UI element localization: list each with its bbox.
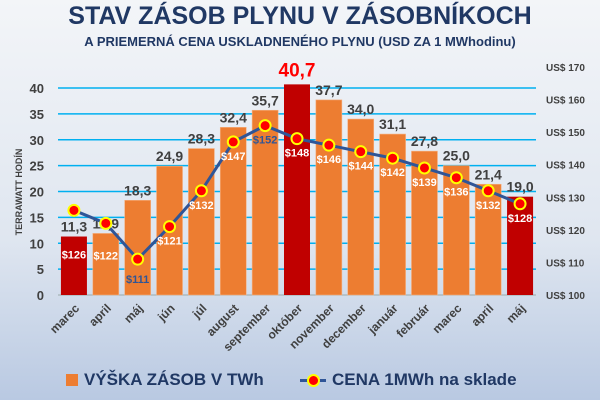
legend-item-line: CENA 1MWh na sklade — [300, 370, 517, 390]
x-tick-label: máj — [504, 301, 529, 326]
bar-value-label: 21,4 — [475, 166, 502, 182]
price-marker — [163, 220, 177, 234]
y2-tick-label: US$ 110 — [546, 258, 585, 269]
price-label: $142 — [380, 167, 404, 179]
bar-value-label: 27,8 — [411, 133, 438, 149]
price-label: $136 — [444, 187, 468, 199]
price-label: $139 — [412, 177, 436, 189]
bar — [411, 150, 438, 296]
bar-value-label: 24,9 — [156, 148, 183, 164]
y-tick-label: 15 — [30, 210, 44, 225]
bar-value-label: 28,3 — [188, 131, 215, 147]
bar — [284, 84, 310, 295]
y2-tick-label: US$ 150 — [546, 128, 585, 139]
bar-value-label: 40,7 — [279, 60, 316, 81]
bar — [188, 148, 215, 296]
x-tick-label: marec — [430, 301, 465, 336]
y-tick-label: 40 — [30, 81, 44, 96]
x-tick-label: február — [393, 301, 432, 340]
price-marker — [131, 252, 145, 266]
price-marker — [386, 151, 400, 165]
chart-subtitle: A PRIEMERNÁ CENA USKLADNENÉHO PLYNU (USD… — [84, 34, 516, 49]
price-marker — [194, 184, 208, 198]
bar-value-label: 31,1 — [379, 116, 406, 132]
bar — [443, 165, 470, 296]
price-marker — [513, 197, 527, 211]
price-label: $122 — [94, 250, 118, 262]
price-marker — [99, 216, 113, 230]
y-tick-label: 35 — [30, 107, 44, 122]
price-label: $152 — [253, 135, 277, 147]
x-tick-label: april — [469, 301, 497, 329]
chart-title: STAV ZÁSOB PLYNU V ZÁSOBNÍKOCH — [68, 2, 532, 30]
price-marker — [226, 135, 240, 149]
price-marker — [417, 161, 431, 175]
legend-bar-swatch — [66, 374, 78, 386]
bar — [507, 196, 534, 295]
bar — [92, 233, 120, 296]
y-tick-label: 30 — [30, 133, 44, 148]
price-label: $146 — [317, 154, 341, 166]
bar — [251, 109, 279, 296]
y2-tick-label: US$ 130 — [546, 193, 585, 204]
price-marker — [322, 138, 336, 152]
price-label: $126 — [62, 249, 86, 261]
price-label: $148 — [285, 148, 309, 160]
y-tick-label: 25 — [30, 159, 44, 174]
legend-line-label: CENA 1MWh na sklade — [332, 370, 517, 389]
x-tick-label: jún — [154, 301, 177, 324]
y-tick-label: 20 — [30, 185, 44, 200]
price-marker — [354, 145, 368, 159]
x-tick-label: april — [86, 301, 114, 329]
x-tick-label: máj — [121, 301, 146, 326]
price-marker — [67, 203, 81, 217]
bar-value-label: 11,3 — [61, 219, 88, 235]
price-label: $111 — [126, 274, 149, 286]
y-axis-title: TERRAWATT HODÍN — [14, 149, 24, 236]
y-tick-label: 0 — [37, 288, 44, 303]
price-label: $128 — [508, 213, 532, 225]
y2-tick-label: US$ 170 — [546, 63, 585, 74]
price-marker — [481, 184, 495, 198]
bar — [315, 99, 343, 296]
bar — [60, 236, 87, 295]
legend-line-marker-icon — [300, 374, 326, 387]
bar — [474, 183, 502, 296]
legend-bar-label: VÝŠKA ZÁSOB V TWh — [84, 370, 264, 389]
x-tick-label: marec — [47, 301, 82, 336]
price-label: $144 — [348, 161, 373, 173]
bar-value-label: 37,7 — [315, 82, 342, 98]
y-tick-label: 10 — [30, 236, 44, 251]
price-label: $132 — [189, 200, 213, 212]
bar-value-label: 32,4 — [220, 109, 247, 125]
y2-tick-label: US$ 100 — [546, 291, 585, 302]
y2-tick-label: US$ 140 — [546, 161, 585, 172]
legend-item-bars: VÝŠKA ZÁSOB V TWh — [66, 370, 264, 390]
price-label: $147 — [221, 151, 245, 163]
bar-value-label: 25,0 — [443, 148, 470, 164]
price-marker — [290, 132, 304, 146]
bar-value-label: 35,7 — [252, 92, 279, 108]
price-label: $132 — [476, 200, 500, 212]
price-marker — [258, 119, 272, 133]
bar-value-label: 18,3 — [124, 182, 151, 198]
price-label: $121 — [157, 236, 181, 248]
x-tick-label: júl — [189, 301, 210, 322]
y-tick-label: 5 — [37, 262, 44, 277]
price-marker — [449, 171, 463, 185]
y2-tick-label: US$ 120 — [546, 226, 585, 237]
bar-value-label: 19,0 — [506, 179, 533, 195]
bar-value-label: 34,0 — [347, 101, 374, 117]
y2-tick-label: US$ 160 — [546, 96, 585, 107]
